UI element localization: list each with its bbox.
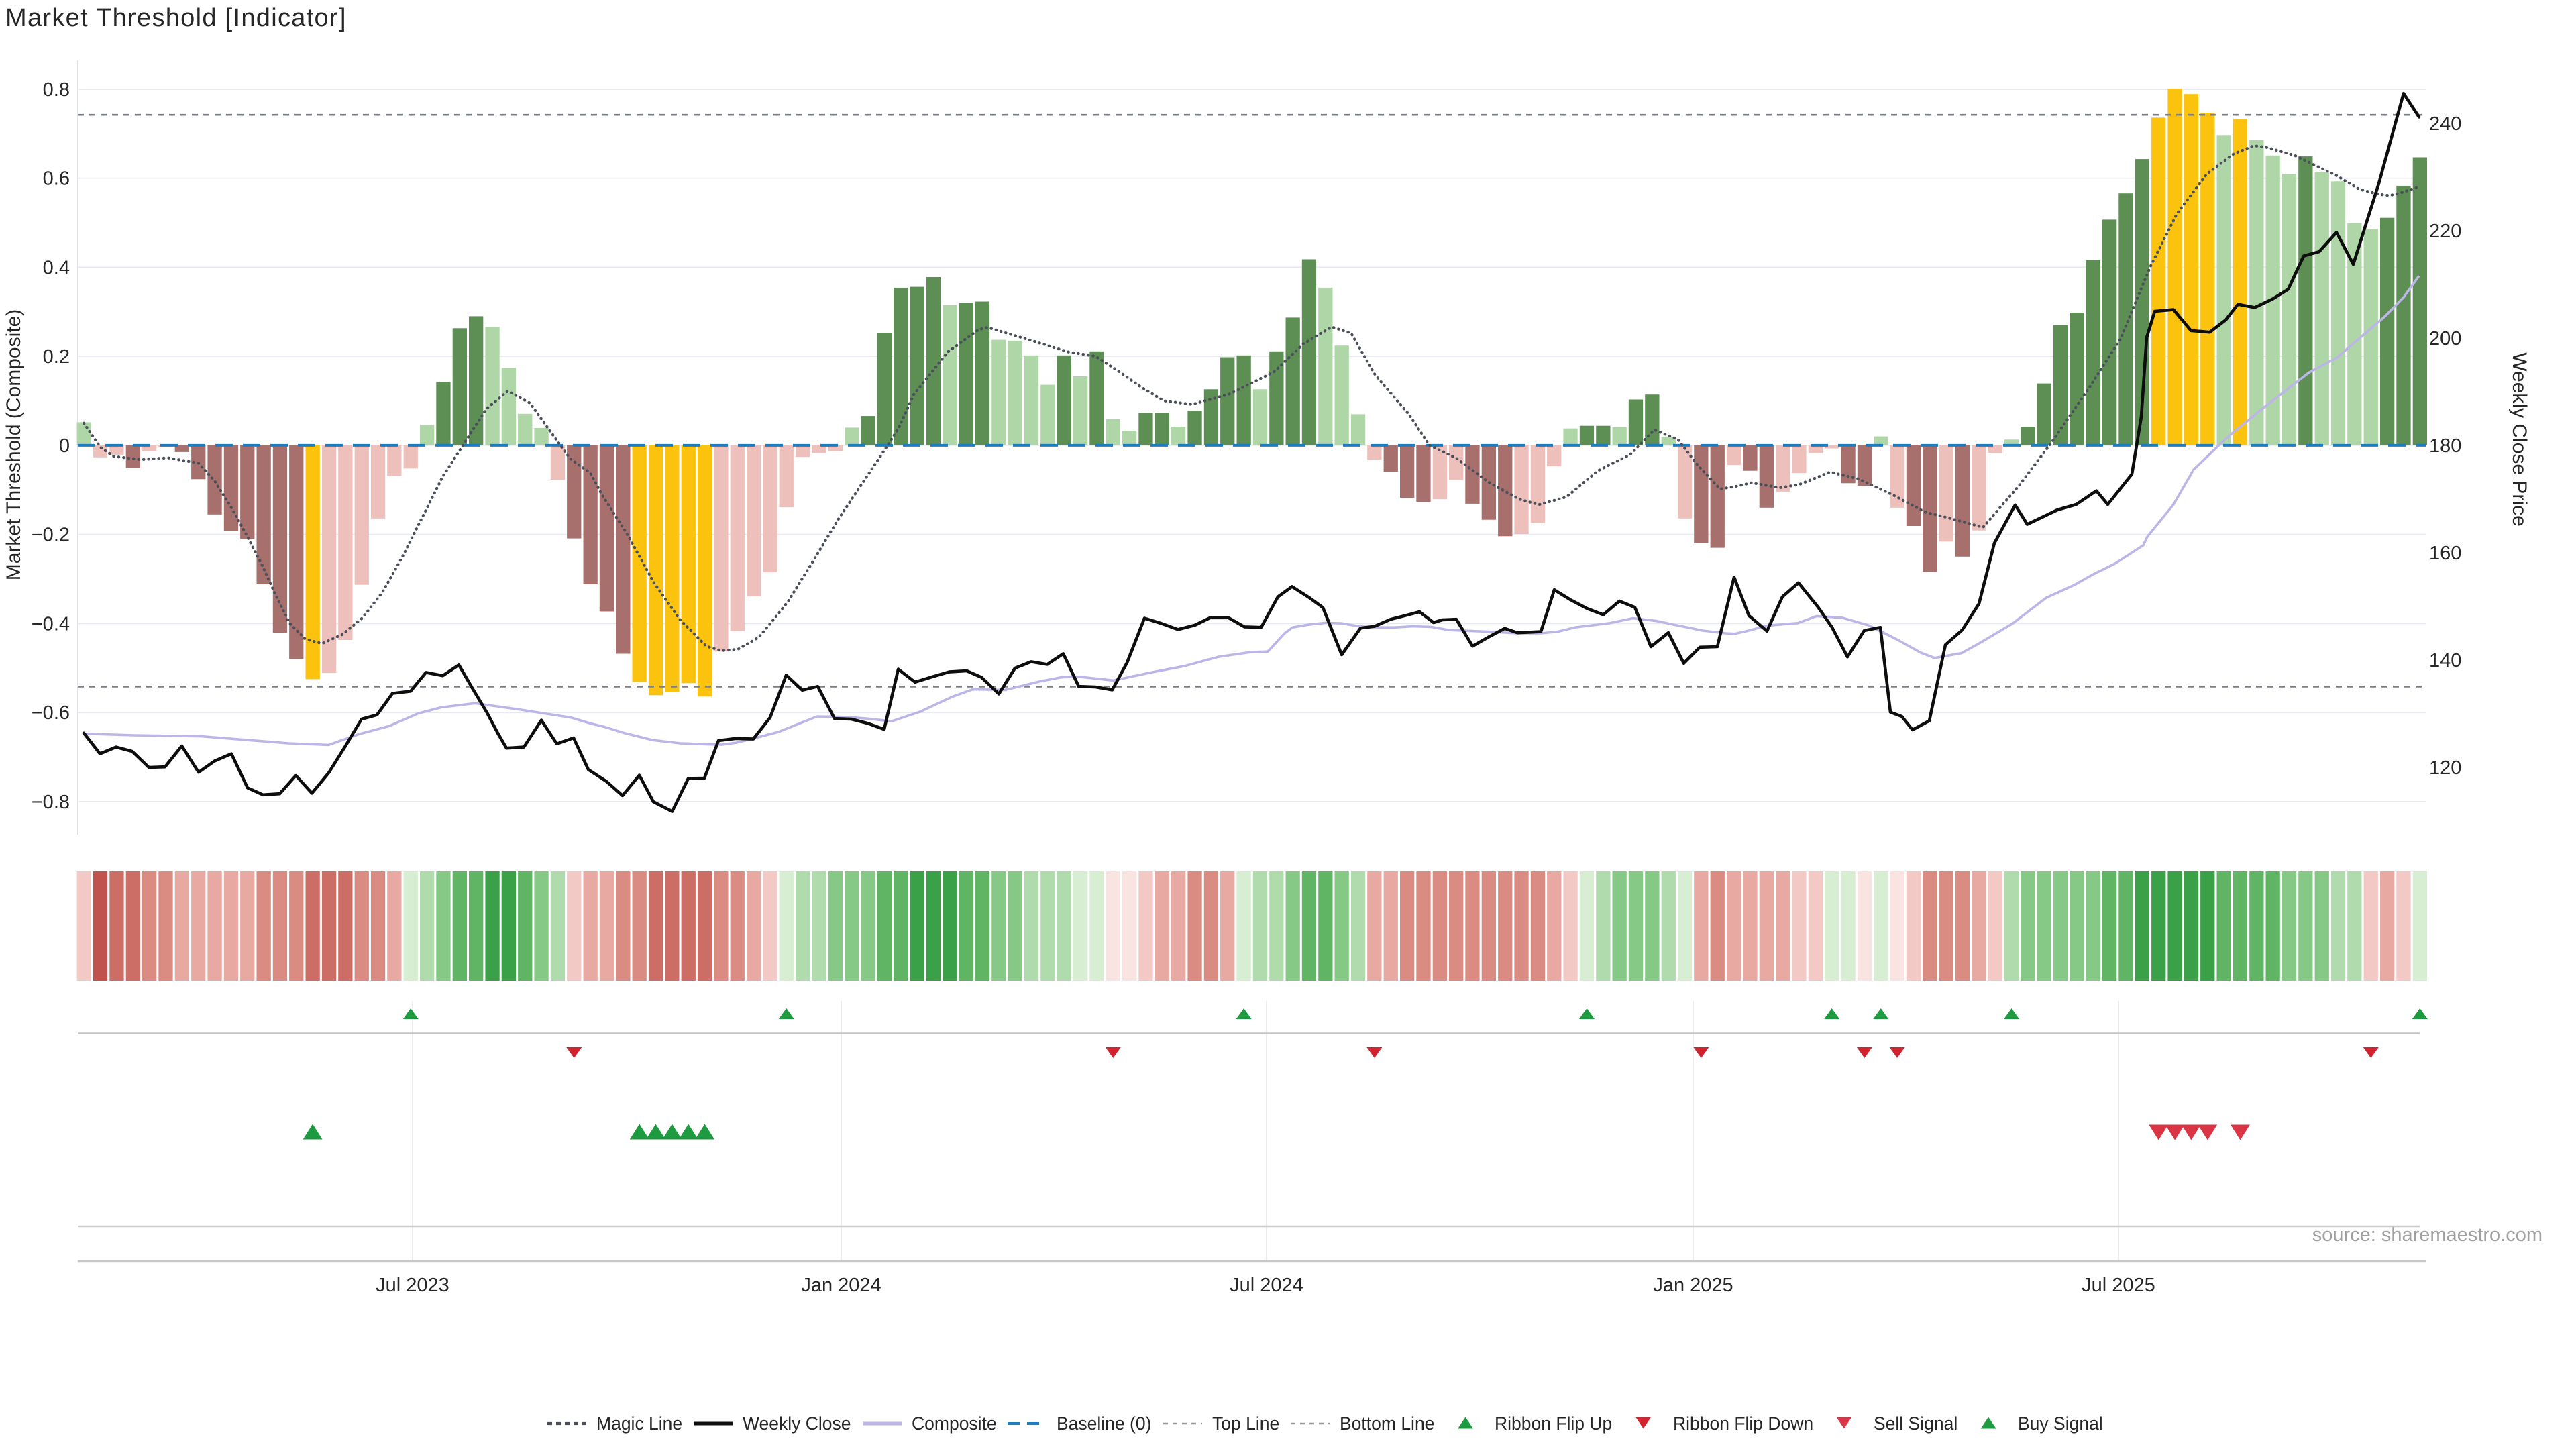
svg-text:Weekly Close: Weekly Close xyxy=(743,1413,851,1434)
svg-text:200: 200 xyxy=(2429,328,2461,350)
svg-text:Top Line: Top Line xyxy=(1212,1413,1279,1434)
svg-text:160: 160 xyxy=(2429,543,2461,564)
svg-text:Jan 2024: Jan 2024 xyxy=(801,1275,881,1296)
svg-text:−0.4: −0.4 xyxy=(32,613,70,635)
svg-text:Weekly Close Price: Weekly Close Price xyxy=(2508,352,2530,527)
svg-text:0.2: 0.2 xyxy=(43,346,70,368)
svg-text:Magic Line: Magic Line xyxy=(596,1413,682,1434)
svg-text:source: sharemaestro.com: source: sharemaestro.com xyxy=(2312,1224,2542,1246)
svg-text:140: 140 xyxy=(2429,650,2461,672)
svg-text:Market Threshold (Composite): Market Threshold (Composite) xyxy=(3,309,25,581)
svg-text:Jul 2025: Jul 2025 xyxy=(2082,1275,2155,1296)
svg-text:Ribbon Flip Up: Ribbon Flip Up xyxy=(1495,1413,1612,1434)
svg-text:220: 220 xyxy=(2429,221,2461,242)
svg-text:0.6: 0.6 xyxy=(43,168,70,190)
svg-text:Jul 2024: Jul 2024 xyxy=(1230,1275,1303,1296)
svg-text:Ribbon Flip Down: Ribbon Flip Down xyxy=(1673,1413,1813,1434)
svg-text:0.4: 0.4 xyxy=(43,257,70,278)
svg-text:Buy Signal: Buy Signal xyxy=(2018,1413,2103,1434)
svg-text:Composite: Composite xyxy=(912,1413,997,1434)
svg-text:−0.2: −0.2 xyxy=(32,525,70,546)
svg-text:120: 120 xyxy=(2429,757,2461,779)
svg-text:Market Threshold [Indicator]: Market Threshold [Indicator] xyxy=(5,4,347,32)
svg-text:0: 0 xyxy=(59,435,70,457)
svg-text:Bottom Line: Bottom Line xyxy=(1340,1413,1434,1434)
svg-text:−0.8: −0.8 xyxy=(32,792,70,813)
svg-text:Baseline (0): Baseline (0) xyxy=(1057,1413,1151,1434)
svg-text:240: 240 xyxy=(2429,113,2461,135)
svg-text:0.8: 0.8 xyxy=(43,79,70,101)
svg-text:−0.6: −0.6 xyxy=(32,702,70,724)
svg-text:180: 180 xyxy=(2429,435,2461,457)
svg-text:Sell Signal: Sell Signal xyxy=(1874,1413,1957,1434)
svg-text:Jan 2025: Jan 2025 xyxy=(1653,1275,1733,1296)
svg-text:Jul 2023: Jul 2023 xyxy=(376,1275,449,1296)
